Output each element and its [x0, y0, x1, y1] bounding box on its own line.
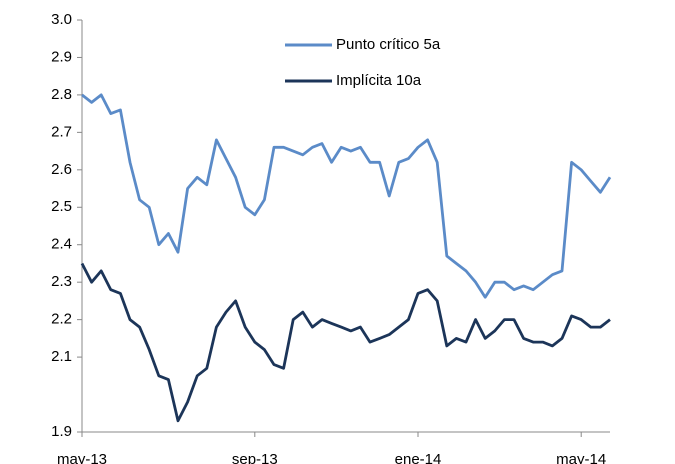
y-tick-label: 1.9 — [51, 423, 72, 440]
y-tick-label: 2.1 — [51, 348, 72, 365]
y-tick-label: 2.5 — [51, 198, 72, 215]
legend-label: Punto crítico 5a — [336, 36, 441, 53]
y-tick-label: 2.2 — [51, 311, 72, 328]
y-tick-label: 2.8 — [51, 86, 72, 103]
legend-label: Implícita 10a — [336, 72, 422, 89]
x-tick-label: ene-14 — [395, 451, 442, 464]
x-tick-label: may-14 — [556, 451, 606, 464]
y-tick-label: 2.4 — [51, 236, 72, 253]
x-tick-label: may-13 — [57, 451, 107, 464]
y-tick-label: 2.9 — [51, 48, 72, 65]
y-tick-label: 2.7 — [51, 123, 72, 140]
y-tick-label: 3.0 — [51, 11, 72, 28]
y-tick-label: 2.6 — [51, 161, 72, 178]
y-tick-label: 2.3 — [51, 273, 72, 290]
x-tick-label: sep-13 — [232, 451, 278, 464]
series-line — [80, 262, 611, 423]
series-line — [81, 93, 612, 299]
